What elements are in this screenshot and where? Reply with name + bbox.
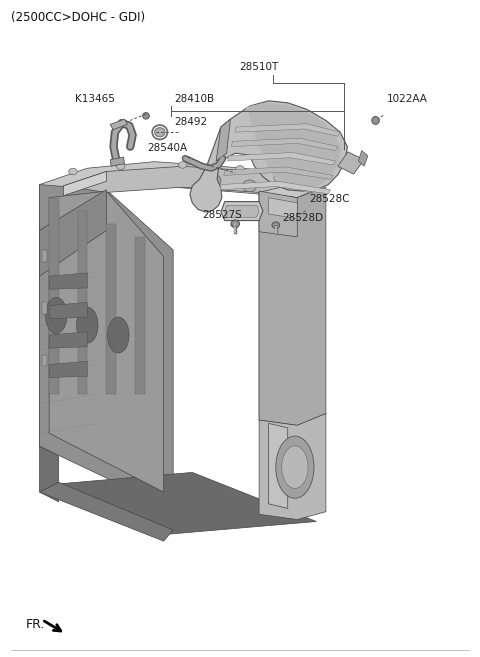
Polygon shape	[49, 273, 87, 289]
Polygon shape	[39, 185, 49, 446]
Ellipse shape	[236, 166, 244, 172]
Polygon shape	[235, 124, 340, 136]
Polygon shape	[228, 152, 336, 165]
Polygon shape	[259, 413, 326, 520]
Polygon shape	[42, 302, 47, 314]
Polygon shape	[269, 198, 297, 219]
Ellipse shape	[276, 436, 314, 498]
Polygon shape	[39, 482, 173, 541]
Ellipse shape	[69, 168, 77, 175]
Text: 28492: 28492	[174, 117, 207, 127]
Polygon shape	[39, 446, 59, 502]
Polygon shape	[63, 166, 297, 193]
Ellipse shape	[46, 298, 67, 333]
Polygon shape	[221, 202, 263, 221]
Polygon shape	[39, 472, 316, 535]
Polygon shape	[224, 167, 333, 179]
Polygon shape	[107, 224, 116, 394]
Text: 28528C: 28528C	[309, 194, 350, 204]
Ellipse shape	[231, 220, 240, 228]
Polygon shape	[110, 157, 124, 166]
Polygon shape	[49, 361, 87, 378]
Ellipse shape	[76, 307, 98, 343]
Polygon shape	[42, 250, 47, 261]
Text: K13465: K13465	[74, 94, 115, 104]
Polygon shape	[259, 193, 297, 425]
Text: 28527S: 28527S	[202, 210, 241, 220]
Text: (2500CC>DOHC - GDI): (2500CC>DOHC - GDI)	[11, 11, 145, 24]
Ellipse shape	[116, 163, 125, 170]
Polygon shape	[49, 332, 87, 348]
Polygon shape	[49, 302, 87, 319]
Text: 28540A: 28540A	[147, 143, 187, 152]
Polygon shape	[231, 138, 338, 150]
Ellipse shape	[179, 162, 187, 168]
Polygon shape	[135, 237, 144, 394]
Text: 28528D: 28528D	[282, 212, 323, 223]
Polygon shape	[39, 190, 107, 276]
Polygon shape	[245, 102, 341, 189]
Polygon shape	[359, 150, 368, 166]
Ellipse shape	[272, 222, 280, 229]
Polygon shape	[259, 191, 297, 237]
Ellipse shape	[108, 317, 129, 353]
Polygon shape	[220, 181, 331, 194]
Ellipse shape	[372, 116, 379, 124]
Polygon shape	[259, 187, 326, 425]
Text: 28510T: 28510T	[240, 62, 279, 72]
Polygon shape	[42, 355, 47, 367]
Polygon shape	[225, 206, 259, 217]
Ellipse shape	[202, 173, 221, 188]
Ellipse shape	[155, 127, 165, 137]
Polygon shape	[216, 119, 230, 161]
Ellipse shape	[143, 112, 149, 119]
Text: 1022AA: 1022AA	[387, 94, 428, 104]
Polygon shape	[269, 423, 288, 509]
Polygon shape	[78, 211, 87, 394]
Text: FR.: FR.	[25, 618, 45, 631]
Ellipse shape	[282, 446, 308, 488]
Polygon shape	[338, 152, 364, 174]
Polygon shape	[190, 101, 348, 212]
Polygon shape	[49, 191, 164, 492]
Polygon shape	[49, 198, 59, 394]
Polygon shape	[39, 162, 326, 198]
Text: 28410B: 28410B	[174, 94, 214, 104]
Polygon shape	[110, 119, 127, 129]
Polygon shape	[63, 171, 107, 196]
Polygon shape	[39, 185, 173, 505]
Ellipse shape	[242, 180, 257, 192]
Ellipse shape	[274, 175, 282, 181]
